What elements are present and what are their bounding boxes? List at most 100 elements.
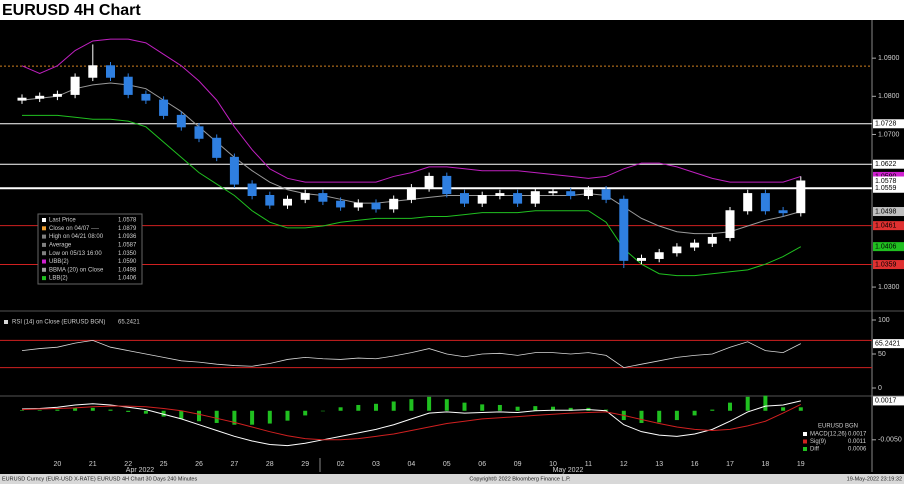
diff-bar	[338, 407, 343, 411]
legend-label: Average	[49, 242, 72, 248]
x-tick-label: 16	[691, 461, 699, 468]
diff-bar	[214, 410, 219, 423]
diff-bar	[728, 402, 732, 411]
legend-label: Close on 04/07 ----	[49, 226, 99, 232]
candle-body	[601, 189, 611, 200]
legend-label: BBMA (20) on Close	[49, 267, 104, 273]
price-label	[873, 339, 904, 349]
y-tick-label: 1.0700	[878, 131, 900, 138]
diff-bar	[267, 410, 272, 424]
diff-bar	[179, 410, 184, 419]
x-tick-label: 25	[160, 461, 168, 468]
candle-body	[247, 183, 257, 197]
legend-swatch	[4, 320, 8, 324]
legend-label: Sig(9)	[810, 439, 826, 445]
legend-swatch	[803, 432, 807, 436]
diff-bar	[320, 410, 325, 412]
legend-box	[37, 213, 143, 285]
y-tick-label: 50	[878, 351, 886, 358]
diff-bar	[356, 404, 361, 411]
candle-body	[743, 193, 753, 212]
diff-bar	[197, 410, 201, 422]
candle-body	[300, 193, 310, 200]
legend-swatch	[803, 439, 807, 444]
diff-bar	[73, 407, 78, 411]
x-tick-label: 02	[337, 461, 345, 468]
candle-body	[371, 202, 381, 210]
y-tick-label: 0	[878, 385, 882, 392]
diff-bar	[674, 410, 679, 421]
candle-body	[513, 193, 523, 204]
legend-swatch	[803, 447, 807, 451]
x-tick-label: 22	[124, 461, 132, 468]
diff-bar	[551, 406, 555, 411]
band-line	[21, 82, 801, 235]
legend-label: MACD(12,26)	[810, 432, 847, 438]
x-tick-label: 27	[231, 461, 239, 468]
y-tick-label: 1.0300	[878, 284, 900, 291]
price-label-text: 1.0461	[875, 222, 897, 229]
y-tick-label: 1.0900	[878, 55, 900, 62]
legend-value: 1.0587	[118, 242, 137, 248]
diff-bar	[798, 407, 803, 411]
diff-bar	[409, 399, 414, 411]
legend-swatch	[42, 218, 46, 222]
x-tick-label: 03	[372, 461, 380, 468]
price-label-text: 1.0406	[875, 243, 897, 250]
candle-body	[796, 180, 806, 214]
month-label: May 2022	[553, 467, 584, 474]
candle-body	[35, 95, 45, 99]
diff-bar	[285, 410, 290, 421]
candle-body	[619, 198, 629, 261]
x-tick-label: 11	[585, 461, 592, 468]
candle-body	[159, 99, 169, 116]
footer-left: EURUSD Curncy (EUR-USD X-RATE) EURUSD 4H…	[2, 476, 197, 482]
diff-bar	[462, 402, 467, 411]
diff-bar	[232, 410, 237, 425]
x-tick-label: 19	[797, 461, 805, 468]
diff-bar	[143, 410, 148, 414]
price-label-text: 1.0498	[875, 208, 897, 215]
diff-bar	[427, 396, 432, 411]
diff-bar	[90, 407, 95, 411]
legend-value: 1.0498	[118, 267, 137, 273]
candle-body	[548, 191, 558, 194]
diff-bar	[161, 410, 166, 417]
candle-body	[566, 191, 576, 197]
band-line	[21, 38, 801, 183]
diff-bar	[303, 410, 308, 416]
legend-title: EURUSD BGN	[818, 424, 858, 430]
diff-bar	[639, 410, 644, 423]
diff-bar	[604, 409, 609, 411]
price-label	[873, 183, 904, 193]
price-label-text: 1.0578	[875, 178, 897, 185]
diff-bar	[710, 409, 715, 411]
candle-body	[760, 193, 770, 212]
macd-line	[21, 403, 802, 441]
candle-body	[353, 202, 363, 208]
diff-bar	[250, 410, 255, 425]
price-label	[873, 119, 904, 129]
legend-value: 0.0006	[848, 447, 867, 453]
candle-body	[654, 252, 664, 259]
candle-body	[176, 114, 186, 128]
legend-swatch	[42, 226, 46, 231]
candle-body	[778, 210, 788, 214]
x-tick-label: 12	[620, 461, 628, 468]
diff-bar	[781, 407, 786, 411]
legend-value: 1.0578	[118, 218, 137, 224]
diff-bar	[657, 410, 662, 423]
diff-bar	[497, 404, 502, 411]
legend-swatch	[42, 259, 46, 264]
candle-body	[265, 195, 275, 206]
legend-swatch	[42, 276, 46, 281]
candle-body	[530, 191, 540, 204]
candle-body	[318, 193, 328, 202]
legend-value: 0.0017	[848, 432, 867, 438]
candle-body	[389, 198, 399, 210]
price-label-text: 1.0728	[875, 121, 897, 128]
candle-body	[141, 93, 151, 101]
price-label-text: 65.2421	[875, 340, 900, 347]
band-line	[22, 114, 802, 277]
